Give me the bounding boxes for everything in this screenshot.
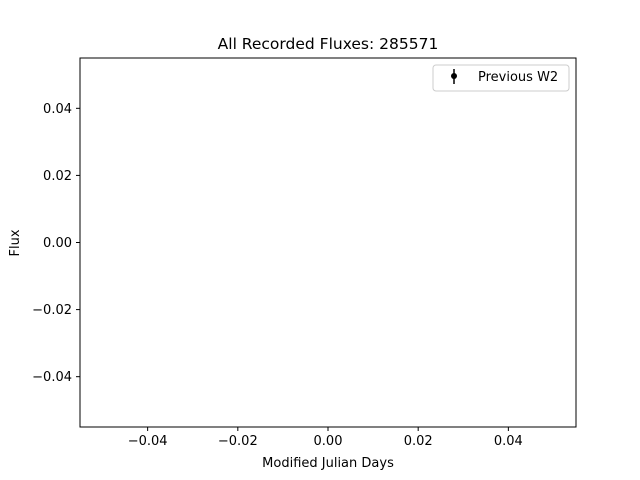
- y-tick-label: 0.04: [43, 102, 72, 117]
- x-axis-label: Modified Julian Days: [262, 456, 394, 471]
- x-axis-ticks: −0.04 −0.02 0.00 0.02 0.04: [128, 427, 523, 449]
- x-tick-label: −0.04: [128, 434, 168, 449]
- y-tick-label: −0.02: [32, 303, 72, 318]
- x-tick-label: 0.02: [404, 434, 433, 449]
- legend: Previous W2: [432, 64, 570, 92]
- y-tick-label: 0.02: [43, 169, 72, 184]
- y-tick-label: −0.04: [32, 370, 72, 385]
- y-axis-label: Flux: [8, 229, 23, 256]
- x-tick-label: 0.04: [494, 434, 523, 449]
- y-axis-ticks: −0.04 −0.02 0.00 0.02 0.04: [32, 102, 80, 385]
- x-tick-label: −0.02: [218, 434, 258, 449]
- chart-title: All Recorded Fluxes: 285571: [218, 35, 439, 53]
- legend-entry-previous-w2: Previous W2: [478, 70, 558, 85]
- legend-marker-previous-w2: [451, 69, 457, 84]
- y-tick-label: 0.00: [43, 236, 72, 251]
- plot-area: [79, 57, 577, 428]
- legend-box: [432, 64, 570, 92]
- x-tick-label: 0.00: [314, 434, 343, 449]
